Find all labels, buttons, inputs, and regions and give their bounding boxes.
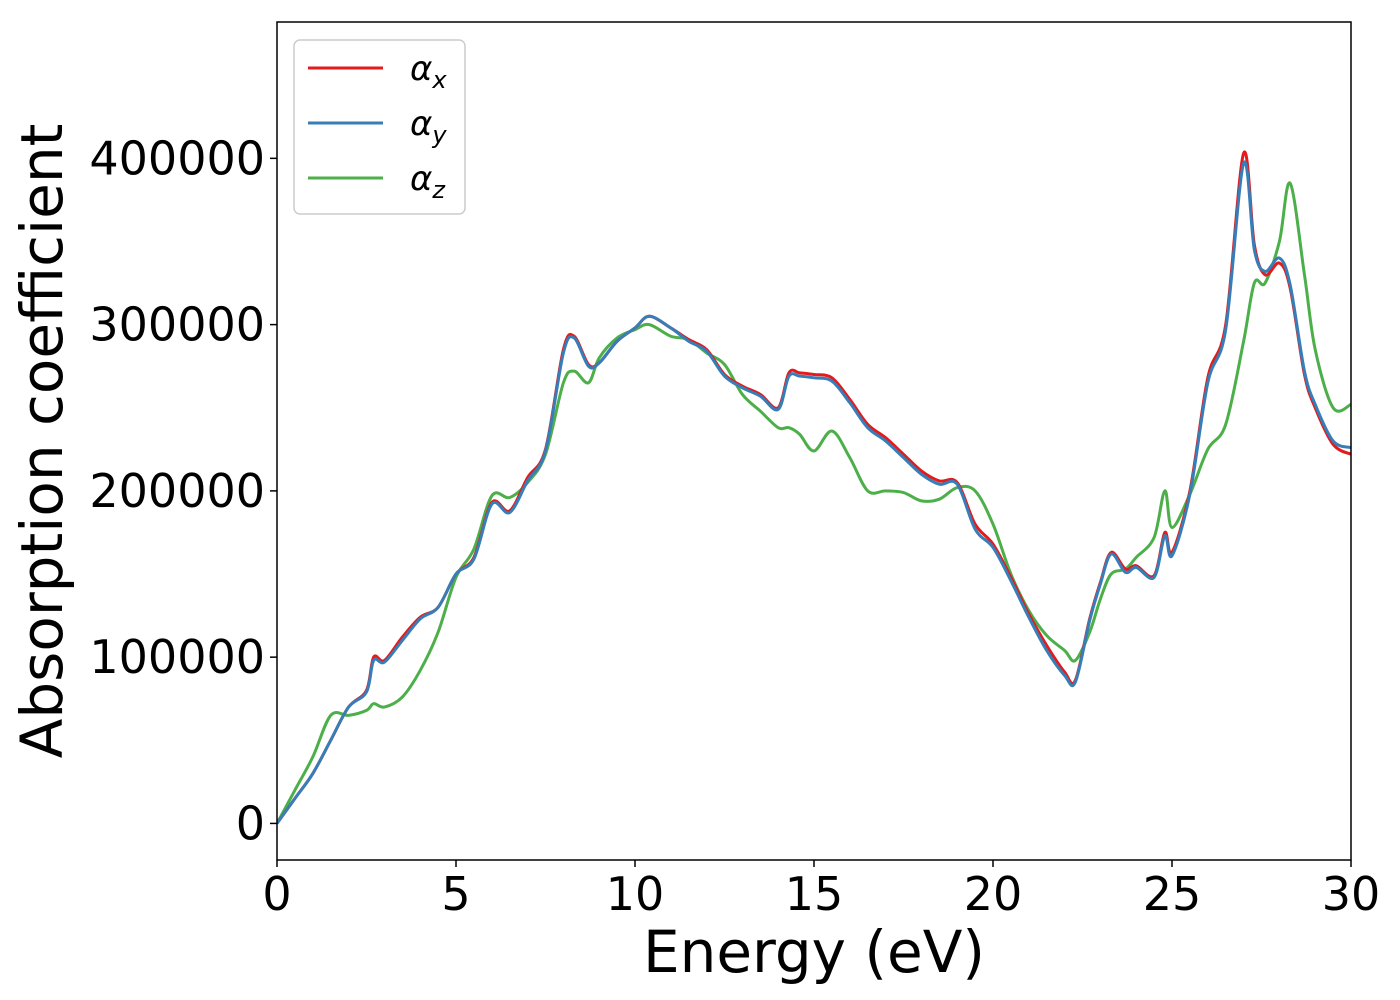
legend-subscript: y: [431, 121, 447, 149]
x-tick-label: 0: [262, 867, 291, 921]
x-tick-label: 30: [1322, 867, 1381, 921]
y-tick-label: 0: [236, 796, 265, 850]
series-layer: [277, 150, 1351, 825]
legend-box: [293, 39, 466, 215]
y-axis: 0 100000 200000 300000 400000: [89, 131, 277, 850]
x-tick-label: 10: [606, 867, 665, 921]
y-tick-label: 100000: [89, 630, 265, 684]
y-axis-label: Absorption coefficient: [8, 124, 76, 759]
x-tick-label: 5: [441, 867, 470, 921]
x-tick-label: 15: [785, 867, 844, 921]
y-tick-label: 200000: [89, 464, 265, 518]
x-axis-label: Energy (eV): [643, 918, 985, 986]
legend-symbol: α: [410, 159, 432, 199]
series-line-z: [277, 181, 1351, 825]
x-tick-label: 20: [964, 867, 1023, 921]
legend-subscript: z: [431, 176, 446, 204]
legend-label-x: αx: [410, 49, 447, 94]
x-axis: 0 5 10 15 20 25 30: [262, 860, 1380, 921]
y-tick-label: 300000: [89, 298, 265, 352]
legend-symbol: α: [410, 49, 432, 89]
y-tick-label: 400000: [89, 131, 265, 185]
legend-label-y: αy: [410, 104, 447, 149]
legend-label-z: αz: [410, 159, 446, 204]
x-tick-label: 25: [1143, 867, 1202, 921]
legend-symbol: α: [410, 104, 432, 144]
legend-subscript: x: [431, 66, 447, 94]
series-line-y: [277, 160, 1351, 825]
